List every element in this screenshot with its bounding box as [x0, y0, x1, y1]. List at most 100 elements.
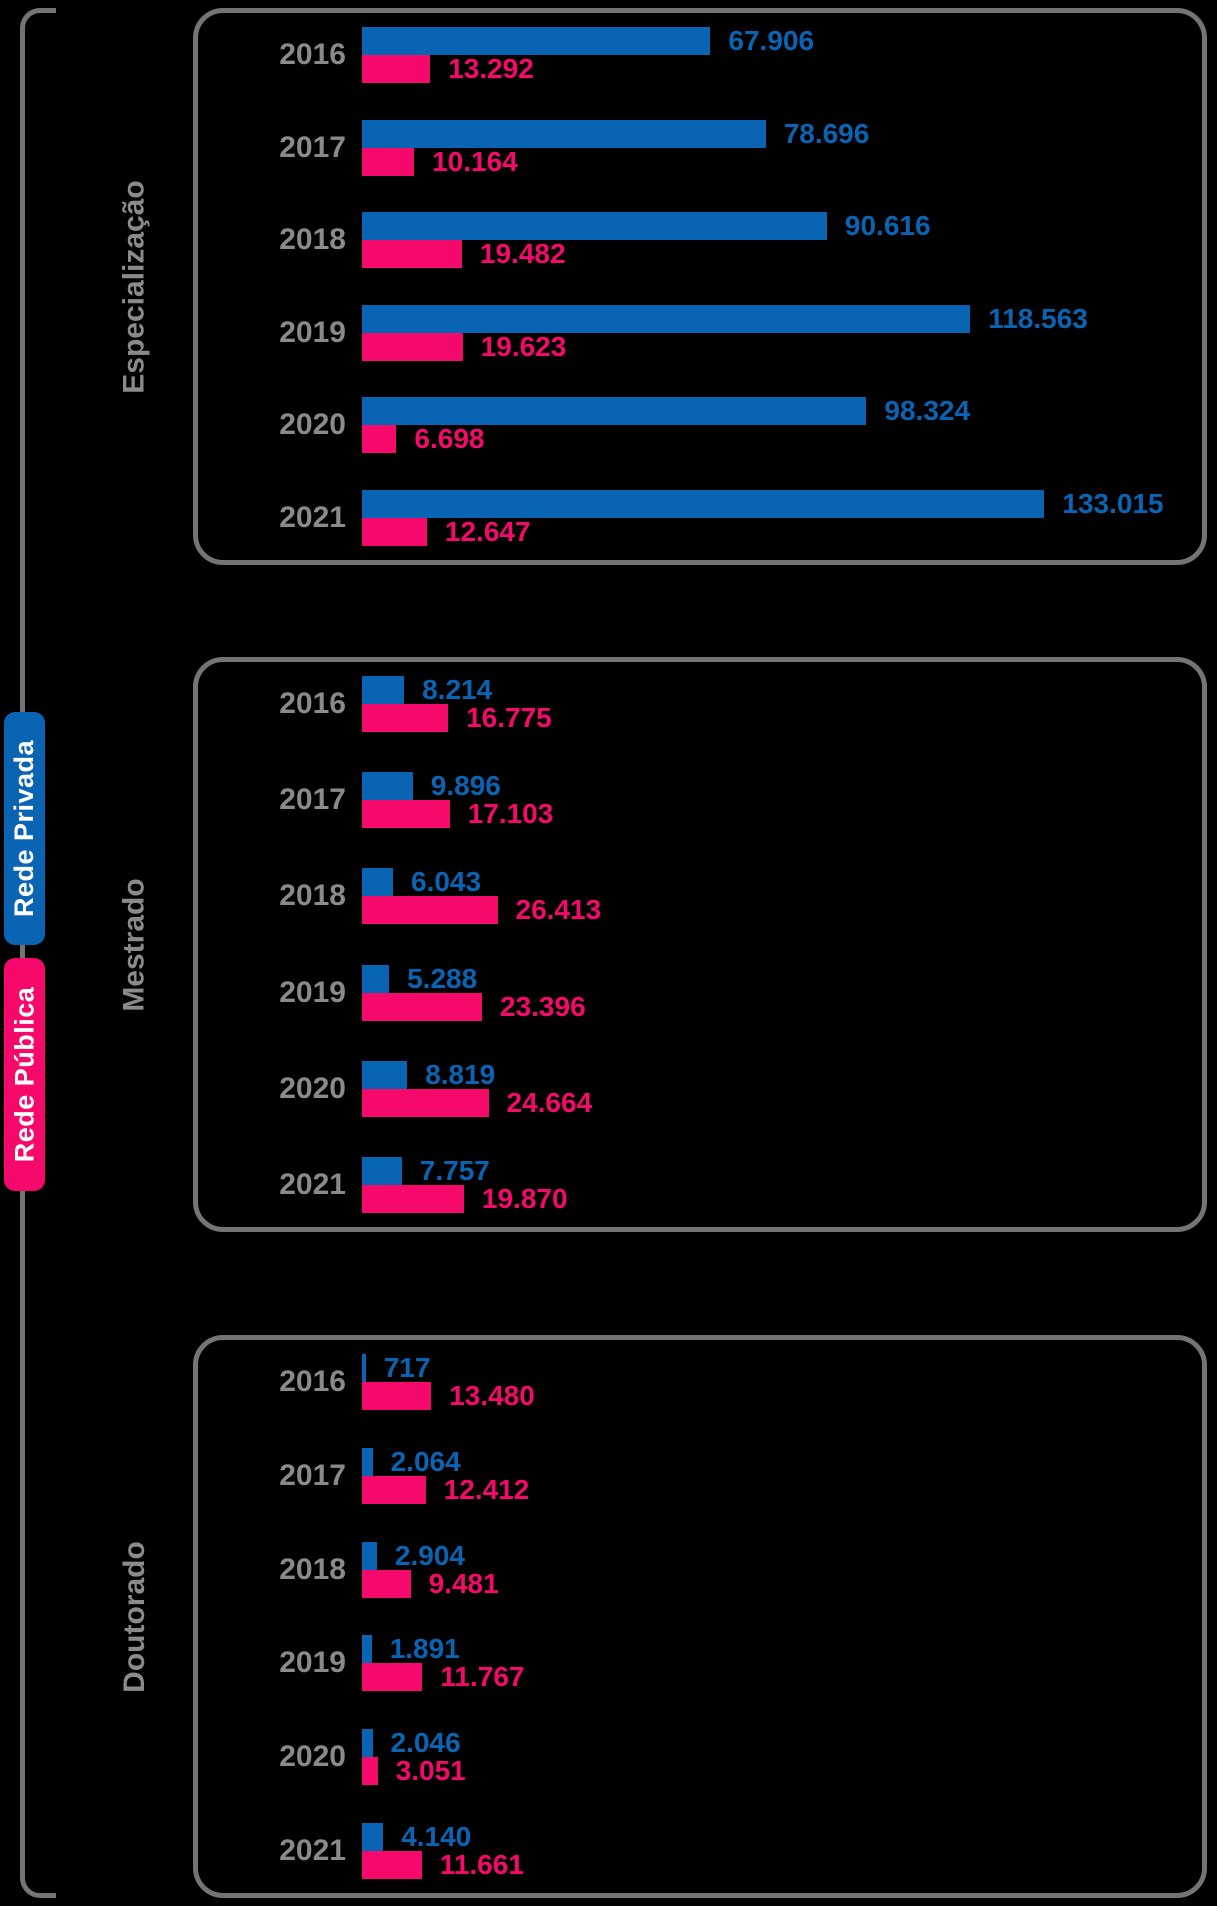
- value-label: 133.015: [1062, 487, 1164, 519]
- year-label: 2018: [279, 1552, 346, 1586]
- bar-rede-publica: 16.775: [362, 702, 552, 733]
- bar-rede-privada: 90.616: [362, 210, 931, 241]
- bar-rede-publica: 19.870: [362, 1183, 568, 1214]
- value-label: 9.896: [430, 770, 501, 802]
- bar-rede-privada: 78.696: [362, 118, 869, 149]
- bar-rede-privada: 4.140: [362, 1821, 471, 1852]
- year-group-2021: 2021 4.140 11.661: [198, 1821, 1202, 1880]
- legend-rede-privada: Rede Privada: [4, 712, 45, 945]
- value-label: 5.288: [407, 962, 478, 994]
- legend-bracket: [20, 8, 56, 1898]
- value-label: 9.481: [428, 1567, 499, 1599]
- value-label: 10.164: [432, 145, 518, 177]
- value-label: 13.480: [449, 1380, 535, 1411]
- year-group-2019: 2019 5.288 23.396: [198, 963, 1202, 1022]
- year-group-2021: 2021 133.015 12.647: [198, 488, 1202, 547]
- value-label: 3.051: [395, 1755, 466, 1787]
- year-label: 2020: [279, 1740, 346, 1774]
- year-label: 2016: [279, 687, 346, 720]
- legend-rede-publica-label: Rede Pública: [9, 986, 39, 1163]
- bar-rede-privada: 1.891: [362, 1633, 460, 1664]
- value-label: 12.647: [444, 515, 531, 547]
- year-label: 2019: [279, 975, 346, 1009]
- year-group-2017: 2017 9.896 17.103: [198, 770, 1202, 829]
- bar-rede-privada: 133.015: [362, 488, 1164, 519]
- bar-rede-publica: 24.664: [362, 1087, 592, 1118]
- bar-rede-publica: 13.480: [362, 1380, 535, 1411]
- year-group-2019: 2019 118.563 19.623: [198, 303, 1202, 362]
- value-label: 90.616: [844, 210, 931, 242]
- value-label: 7.757: [419, 1154, 490, 1186]
- value-label: 17.103: [467, 798, 554, 830]
- value-label: 78.696: [783, 117, 870, 149]
- bar-rede-publica: 13.292: [362, 53, 534, 84]
- year-group-2016: 2016 717 13.480: [198, 1352, 1202, 1411]
- value-label: 11.661: [439, 1848, 524, 1880]
- value-label: 2.064: [390, 1445, 461, 1477]
- year-group-2017: 2017 2.064 12.412: [198, 1445, 1202, 1505]
- year-group-2021: 2021 7.757 19.870: [198, 1154, 1202, 1214]
- year-label: 2017: [279, 1458, 346, 1492]
- year-label: 2016: [279, 1365, 346, 1398]
- legend-rede-publica: Rede Pública: [4, 958, 45, 1191]
- year-group-2018: 2018 2.904 9.481: [198, 1540, 1202, 1599]
- bar-rede-privada: 8.214: [362, 674, 492, 705]
- value-label: 118.563: [988, 302, 1088, 334]
- year-label: 2021: [279, 500, 346, 534]
- value-label: 24.664: [506, 1086, 593, 1118]
- bar-rede-privada: 9.896: [362, 770, 501, 801]
- bar-rede-privada: 67.906: [362, 25, 814, 56]
- value-label: 13.292: [448, 53, 534, 84]
- value-label: 8.819: [425, 1058, 496, 1090]
- value-label: 19.623: [480, 330, 567, 362]
- value-label: 26.413: [515, 894, 602, 926]
- value-label: 8.214: [422, 674, 493, 705]
- value-label: 16.775: [466, 702, 552, 733]
- year-label: 2018: [279, 223, 346, 257]
- bar-rede-privada: 8.819: [362, 1059, 495, 1090]
- bar-rede-publica: 19.623: [362, 331, 566, 362]
- bar-rede-publica: 19.482: [362, 238, 566, 269]
- bar-rede-privada: 2.046: [362, 1727, 461, 1758]
- value-label: 19.870: [481, 1182, 568, 1214]
- bar-rede-publica: 26.413: [362, 894, 601, 925]
- bar-rede-privada: 5.288: [362, 963, 477, 994]
- panel-mestrado: 2016 8.214 16.775 2017 9.896 17.103 2018 6.043 2…: [193, 657, 1207, 1232]
- bar-rede-privada: 717: [362, 1352, 430, 1383]
- bar-rede-publica: 23.396: [362, 991, 586, 1022]
- value-label: 67.906: [728, 25, 815, 56]
- bar-rede-publica: 17.103: [362, 798, 553, 829]
- year-label: 2020: [279, 408, 346, 442]
- panel-title-mestrado: Mestrado: [118, 877, 152, 1012]
- value-label: 11.767: [440, 1661, 525, 1693]
- value-label: 1.891: [389, 1633, 460, 1665]
- panel-title-doutorado: Doutorado: [118, 1540, 152, 1693]
- bar-rede-publica: 11.661: [362, 1849, 524, 1880]
- value-label: 6.698: [414, 423, 485, 455]
- year-group-2016: 2016 8.214 16.775: [198, 674, 1202, 733]
- bar-rede-privada: 6.043: [362, 866, 481, 897]
- bar-rede-publica: 12.412: [362, 1474, 529, 1505]
- year-group-2020: 2020 8.819 24.664: [198, 1059, 1202, 1118]
- value-label: 6.043: [411, 866, 482, 898]
- bar-rede-publica: 11.767: [362, 1661, 525, 1692]
- bar-rede-publica: 10.164: [362, 146, 518, 177]
- year-label: 2020: [279, 1071, 346, 1105]
- bar-rede-publica: 9.481: [362, 1568, 499, 1599]
- year-group-2019: 2019 1.891 11.767: [198, 1633, 1202, 1692]
- value-label: 23.396: [500, 990, 586, 1022]
- bar-rede-privada: 118.563: [362, 303, 1088, 334]
- year-label: 2021: [279, 1833, 346, 1867]
- year-label: 2016: [279, 38, 346, 71]
- year-group-2018: 2018 90.616 19.482: [198, 210, 1202, 269]
- year-label: 2019: [279, 315, 346, 349]
- panel-especializacao: 2016 67.906 13.292 2017 78.696 10.164 2018 90.6…: [193, 8, 1207, 565]
- year-group-2017: 2017 78.696 10.164: [198, 118, 1202, 177]
- year-group-2018: 2018 6.043 26.413: [198, 866, 1202, 925]
- legend-rede-privada-label: Rede Privada: [9, 739, 39, 918]
- panel-title-especializacao: Especialização: [118, 179, 151, 394]
- year-label: 2019: [279, 1646, 346, 1680]
- year-label: 2021: [279, 1167, 346, 1201]
- bar-rede-publica: 3.051: [362, 1755, 466, 1786]
- bar-rede-publica: 6.698: [362, 423, 484, 454]
